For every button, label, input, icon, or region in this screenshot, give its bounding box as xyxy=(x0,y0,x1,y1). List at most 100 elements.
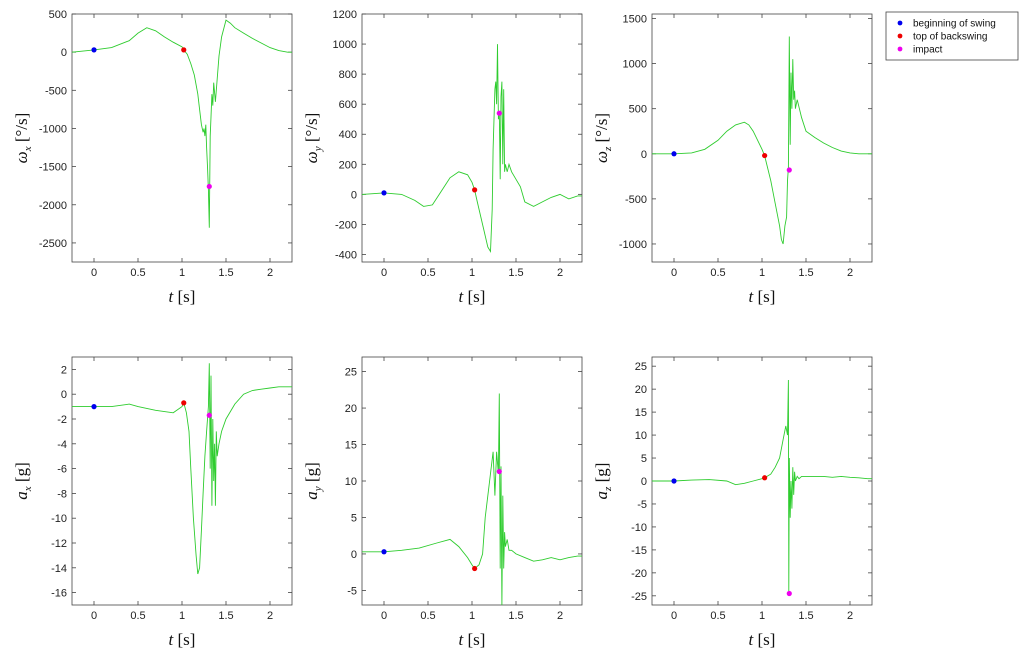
y-tick-label: -6 xyxy=(57,464,67,476)
beginning-of-swing-marker xyxy=(381,190,387,196)
x-tick-label: 0.5 xyxy=(420,267,435,279)
chart-panel-6: 0 0.5 1 1.5 2 -25 -20 -15 -10 -5 0 5 10 15 20 25 t [s] az… xyxy=(592,356,873,649)
chart-panel-1: 0 0.5 1 1.5 2 -2500 -2000 -1500 -1000 -500 0 500 t [… xyxy=(12,9,293,306)
x-axis-label: t [s] xyxy=(169,287,196,306)
x-tick-label: 0 xyxy=(671,610,677,622)
top-of-backswing-marker xyxy=(762,475,768,481)
y-tick-label: 800 xyxy=(339,69,357,81)
y-tick-label: 25 xyxy=(635,361,647,373)
impact-marker xyxy=(496,468,502,475)
y-tick-label: 1000 xyxy=(623,59,647,71)
y-tick-label: 1000 xyxy=(333,39,357,51)
y-axis-label: ax [g] xyxy=(12,462,34,499)
y-tick-label: 5 xyxy=(351,512,357,524)
x-tick-label: 0.5 xyxy=(130,267,145,279)
y-tick-label: 0 xyxy=(351,549,357,561)
legend: beginning of swing top of backswing impact xyxy=(885,11,1019,61)
x-tick-label: 0.5 xyxy=(710,267,725,279)
y-tick-label: -20 xyxy=(631,568,647,580)
x-tick-label: 1 xyxy=(469,610,475,622)
y-tick-label: -500 xyxy=(45,85,67,97)
y-tick-label: 10 xyxy=(345,476,357,488)
y-tick-label: 25 xyxy=(345,367,357,379)
x-tick-label: 0.5 xyxy=(420,610,435,622)
x-tick-label: 0 xyxy=(381,267,387,279)
signal-line xyxy=(72,19,292,228)
x-tick-label: 2 xyxy=(847,610,853,622)
x-tick-label: 1 xyxy=(179,610,185,622)
y-tick-label: -1000 xyxy=(39,123,67,135)
legend-label: beginning of swing xyxy=(913,19,996,30)
x-tick-label: 1.5 xyxy=(508,267,523,279)
y-tick-label: 0 xyxy=(351,189,357,201)
x-tick-label: 2 xyxy=(557,610,563,622)
plot-frame xyxy=(71,13,293,263)
y-tick-label: -5 xyxy=(347,585,357,597)
y-tick-label: 0 xyxy=(641,149,647,161)
x-tick-label: 0.5 xyxy=(130,610,145,622)
y-tick-label: -200 xyxy=(335,219,357,231)
legend-box xyxy=(885,11,1019,61)
y-tick-label: 600 xyxy=(339,99,357,111)
impact-marker xyxy=(786,167,792,173)
y-tick-label: -2000 xyxy=(39,200,67,212)
y-axis-label: ωy [°/s] xyxy=(302,113,324,164)
x-tick-label: 2 xyxy=(847,267,853,279)
x-tick-label: 1 xyxy=(469,267,475,279)
x-tick-label: 1.5 xyxy=(798,267,813,279)
x-tick-label: 2 xyxy=(267,267,273,279)
x-tick-label: 0 xyxy=(91,610,97,622)
plot-frame xyxy=(361,356,583,606)
x-tick-label: 1 xyxy=(179,267,185,279)
y-tick-label: 20 xyxy=(345,403,357,415)
impact-marker xyxy=(496,110,502,116)
y-tick-label: 1200 xyxy=(333,9,357,21)
y-tick-label: -25 xyxy=(631,591,647,603)
y-axis-label: az [g] xyxy=(592,463,614,500)
y-tick-label: 200 xyxy=(339,159,357,171)
x-tick-label: 0 xyxy=(91,267,97,279)
beginning-of-swing-marker xyxy=(381,549,387,555)
top-of-backswing-marker xyxy=(472,565,478,572)
signal-line xyxy=(362,393,582,605)
y-tick-label: -5 xyxy=(637,499,647,511)
chart-panel-3: 0 0.5 1 1.5 2 -1000 -500 0 500 1000 1500 t [s] ωz [°… xyxy=(592,13,873,306)
plot-frame xyxy=(71,356,293,606)
y-tick-label: 0 xyxy=(641,476,647,488)
plot-frame xyxy=(361,13,583,263)
impact-marker xyxy=(786,590,792,597)
plot-frame xyxy=(651,13,873,263)
y-tick-label: -10 xyxy=(631,522,647,534)
chart-panel-5: 0 0.5 1 1.5 2 -5 0 5 10 15 20 25 t [s] ay [g] xyxy=(302,356,583,649)
x-tick-label: 1.5 xyxy=(218,267,233,279)
x-tick-label: 1.5 xyxy=(218,610,233,622)
y-tick-label: -16 xyxy=(51,588,67,600)
x-axis-label: t [s] xyxy=(169,630,196,649)
y-tick-label: 0 xyxy=(61,47,67,59)
x-axis-label: t [s] xyxy=(459,287,486,306)
y-tick-label: -4 xyxy=(57,439,67,451)
beginning-of-swing-marker xyxy=(671,478,677,484)
x-axis-label: t [s] xyxy=(459,630,486,649)
y-tick-label: -500 xyxy=(625,194,647,206)
signal-line xyxy=(652,379,872,592)
signal-line xyxy=(72,363,292,575)
y-tick-label: -14 xyxy=(51,563,67,575)
y-tick-label: 20 xyxy=(635,384,647,396)
y-tick-label: 0 xyxy=(61,389,67,401)
legend-marker-impact xyxy=(897,46,903,52)
top-of-backswing-marker xyxy=(762,152,768,159)
y-tick-label: 15 xyxy=(345,440,357,452)
y-axis-label: ωx [°/s] xyxy=(12,113,34,164)
x-axis-label: t [s] xyxy=(749,287,776,306)
x-tick-label: 2 xyxy=(267,610,273,622)
x-tick-label: 0 xyxy=(381,610,387,622)
y-tick-label: -10 xyxy=(51,513,67,525)
y-axis-label: ωz [°/s] xyxy=(592,113,614,163)
legend-label: impact xyxy=(913,45,943,56)
legend-marker-top-of-backswing xyxy=(897,33,903,39)
x-tick-label: 1 xyxy=(759,267,765,279)
y-tick-label: 1500 xyxy=(623,14,647,26)
y-axis-label: ay [g] xyxy=(302,462,324,499)
